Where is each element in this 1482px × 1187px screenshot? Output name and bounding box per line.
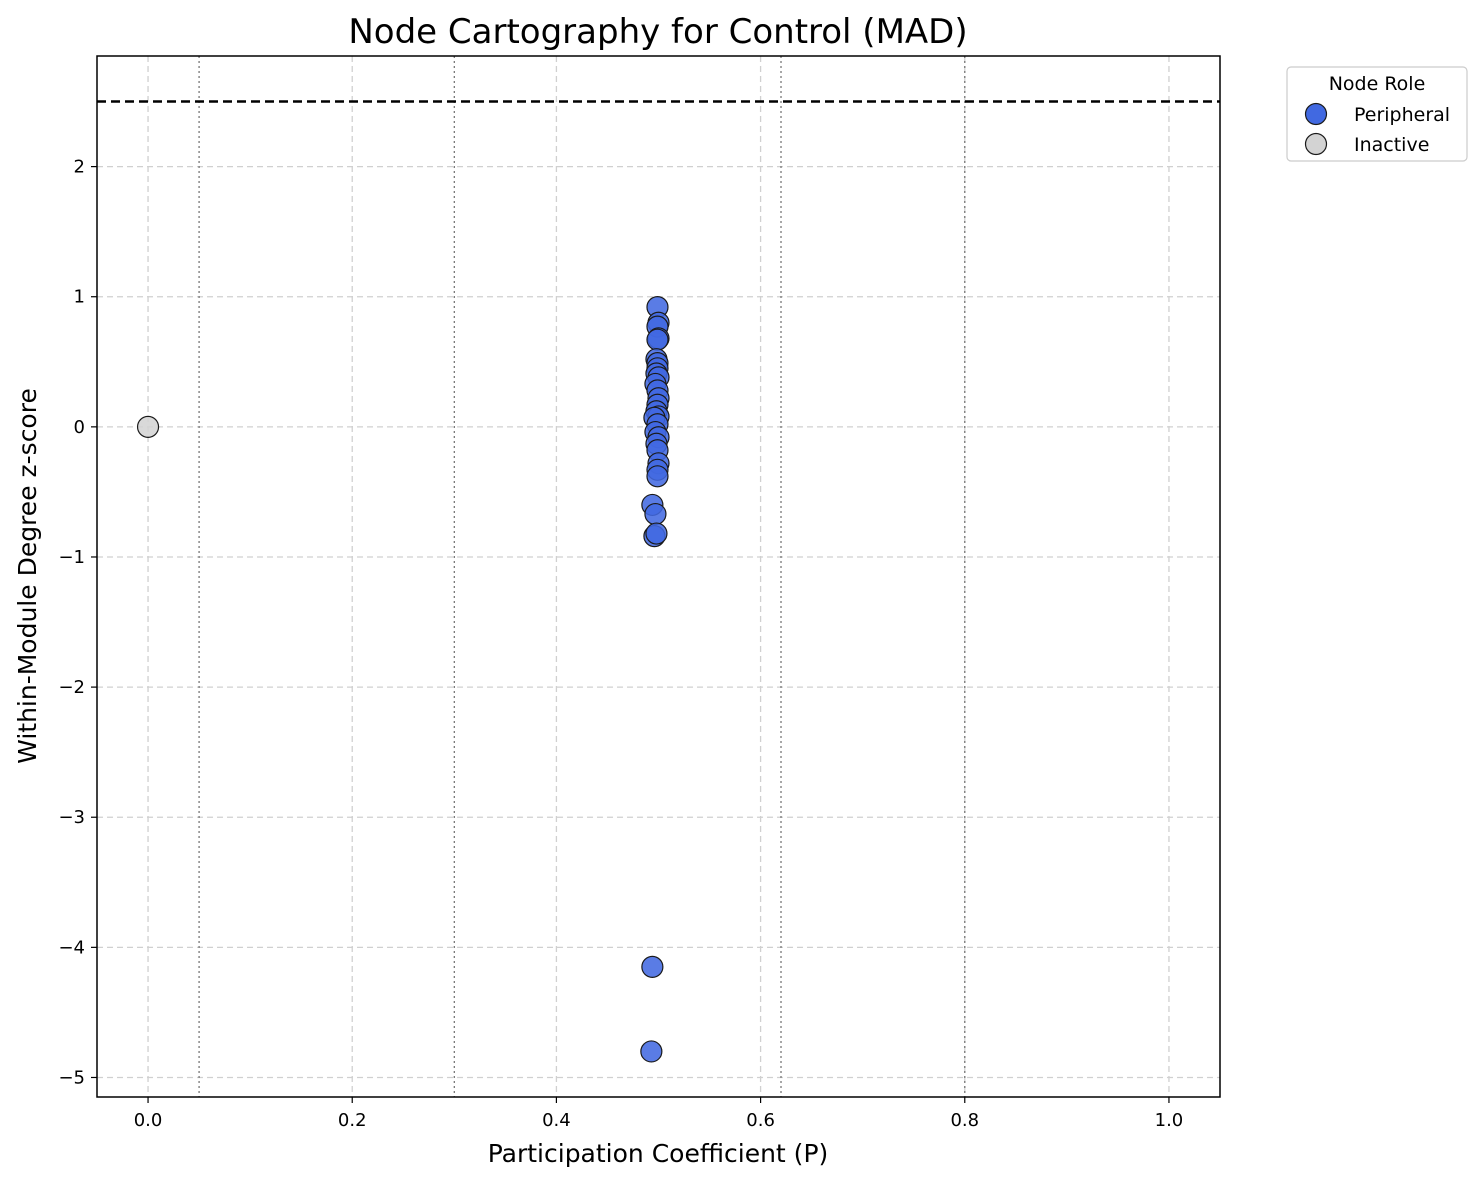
x-axis-label: Participation Coefficient (P) (488, 1139, 829, 1168)
data-points (136, 296, 670, 1063)
plot-frame (96, 55, 1221, 1098)
y-tick-label: −1 (58, 547, 85, 568)
data-point-inactive (136, 415, 160, 438)
y-tick-label: −5 (58, 1067, 85, 1088)
legend-label-inactive: Inactive (1354, 134, 1429, 156)
y-tick-label: −4 (58, 937, 85, 958)
y-tick-label: −3 (58, 807, 85, 828)
data-point-peripheral (646, 328, 669, 351)
legend-title: Node Role (1329, 73, 1426, 95)
x-tick-label: 0.0 (134, 1110, 163, 1131)
x-tick-label: 1.0 (1155, 1110, 1184, 1131)
data-point-peripheral (644, 502, 667, 526)
legend-label-peripheral: Peripheral (1354, 104, 1450, 126)
y-tick-label: 1 (74, 287, 85, 308)
legend-marker-inactive (1304, 132, 1328, 156)
legend-marker-peripheral (1304, 102, 1328, 126)
x-tick-label: 0.6 (746, 1110, 775, 1131)
x-axis-ticks: 0.0 0.2 0.4 0.6 0.8 1.0 (134, 1097, 1184, 1131)
legend-box (1286, 66, 1468, 162)
data-point-peripheral (641, 955, 664, 978)
legend: Node Role Peripheral Inactive (1286, 66, 1468, 162)
x-tick-label: 0.8 (950, 1110, 979, 1131)
data-point-peripheral (645, 522, 668, 545)
y-axis-label: Within-Module Degree z-score (13, 388, 42, 764)
chart-title: Node Cartography for Control (MAD) (348, 12, 967, 52)
y-tick-label: 2 (74, 157, 85, 178)
x-tick-label: 0.2 (338, 1110, 367, 1131)
role-boundary-lines (97, 56, 1220, 1097)
y-tick-label: −2 (58, 677, 85, 698)
y-tick-label: 0 (74, 417, 85, 438)
data-point-peripheral (646, 465, 669, 488)
x-tick-label: 0.4 (542, 1110, 571, 1131)
y-axis-ticks: 2 1 0 −1 −2 −3 −4 −5 (58, 157, 97, 1088)
data-point-peripheral (640, 1040, 663, 1063)
